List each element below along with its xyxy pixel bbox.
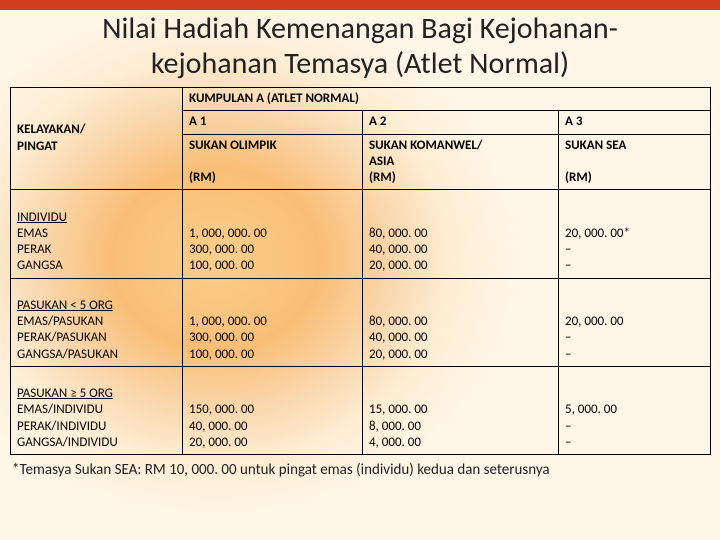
row2-a1: 150, 000. 00 40, 000. 00 20, 000. 00 (183, 366, 363, 454)
row1-a1-0: 1, 000, 000. 00 (189, 314, 267, 329)
header-a2-code: A 2 (363, 111, 559, 134)
row2-a3: 5, 000. 00 – – (559, 366, 711, 454)
table-row: INDIVIDU EMAS PERAK GANGSA 1, 000, 000. … (11, 190, 711, 278)
row0-a2-1: 40, 000. 00 (369, 242, 428, 257)
a3-rm: (RM) (565, 170, 592, 185)
row1-a1: 1, 000, 000. 00 300, 000. 00 100, 000. 0… (183, 278, 363, 366)
a1-rm: (RM) (189, 170, 216, 185)
row1-a1-1: 300, 000. 00 (189, 330, 254, 345)
row2-label-u: PASUKAN ≥ 5 ORG (17, 386, 113, 401)
row2-a2-0: 15, 000. 00 (369, 402, 428, 417)
row0-a2: 80, 000. 00 40, 000. 00 20, 000. 00 (363, 190, 559, 278)
a3-event-text: SUKAN SEA (565, 138, 626, 153)
header-a3-event: SUKAN SEA (RM) (559, 134, 711, 190)
header-kelayakan: KELAYAKAN/ PINGAT (11, 88, 183, 190)
row1-a3: 20, 000. 00 – – (559, 278, 711, 366)
row0-a3-0: 20, 000. 00* (565, 226, 630, 241)
row2-a3-0: 5, 000. 00 (565, 402, 617, 417)
row2-a3-2: – (565, 435, 571, 450)
row2-a1-1: 40, 000. 00 (189, 419, 248, 434)
a2-rm: (RM) (369, 170, 396, 185)
row0-a3: 20, 000. 00* – – (559, 190, 711, 278)
row2-a2-2: 4, 000. 00 (369, 435, 421, 450)
row2-a2: 15, 000. 00 8, 000. 00 4, 000. 00 (363, 366, 559, 454)
row1-l1: PERAK/PASUKAN (17, 330, 107, 345)
row0-label-u: INDIVIDU (17, 210, 67, 225)
top-red-bar (0, 0, 720, 10)
prize-table: KELAYAKAN/ PINGAT KUMPULAN A (ATLET NORM… (10, 87, 711, 455)
row1-a3-1: – (565, 330, 571, 345)
row2-a1-0: 150, 000. 00 (189, 402, 254, 417)
row1-label: PASUKAN < 5 ORG EMAS/PASUKAN PERAK/PASUK… (11, 278, 183, 366)
row0-a2-0: 80, 000. 00 (369, 226, 428, 241)
header-a1-code: A 1 (183, 111, 363, 134)
row2-l2: GANGSA/INDIVIDU (17, 435, 118, 450)
row0-l1: PERAK (17, 242, 51, 257)
row0-l2: GANGSA (17, 258, 63, 273)
row1-l0: EMAS/PASUKAN (17, 314, 103, 329)
row1-a3-2: – (565, 347, 571, 362)
slide-body: Nilai Hadiah Kemenangan Bagi Kejohanan- … (0, 12, 720, 479)
row1-a2-0: 80, 000. 00 (369, 314, 428, 329)
row0-a1-1: 300, 000. 00 (189, 242, 254, 257)
row2-label: PASUKAN ≥ 5 ORG EMAS/INDIVIDU PERAK/INDI… (11, 366, 183, 454)
row0-a1: 1, 000, 000. 00 300, 000. 00 100, 000. 0… (183, 190, 363, 278)
row1-label-u: PASUKAN < 5 ORG (17, 298, 113, 313)
row0-label: INDIVIDU EMAS PERAK GANGSA (11, 190, 183, 278)
slide-title: Nilai Hadiah Kemenangan Bagi Kejohanan- … (10, 12, 710, 81)
a2-event-text: SUKAN KOMANWEL/ ASIA (369, 138, 482, 169)
row0-a3-2: – (565, 258, 571, 273)
row0-a2-2: 20, 000. 00 (369, 258, 428, 273)
row1-a1-2: 100, 000. 00 (189, 347, 254, 362)
footnote: *Temasya Sukan SEA: RM 10, 000. 00 untuk… (12, 461, 700, 479)
table-row: PASUKAN < 5 ORG EMAS/PASUKAN PERAK/PASUK… (11, 278, 711, 366)
header-a2-event: SUKAN KOMANWEL/ ASIA (RM) (363, 134, 559, 190)
row1-a2-2: 20, 000. 00 (369, 347, 428, 362)
row0-l0: EMAS (17, 226, 48, 241)
row0-a3-1: – (565, 242, 571, 257)
row1-a2: 80, 000. 00 40, 000. 00 20, 000. 00 (363, 278, 559, 366)
row2-a2-1: 8, 000. 00 (369, 419, 421, 434)
row2-l1: PERAK/INDIVIDU (17, 419, 106, 434)
row2-l0: EMAS/INDIVIDU (17, 402, 103, 417)
header-a3-code: A 3 (559, 111, 711, 134)
header-group: KUMPULAN A (ATLET NORMAL) (183, 88, 711, 111)
table-row: PASUKAN ≥ 5 ORG EMAS/INDIVIDU PERAK/INDI… (11, 366, 711, 454)
row0-a1-0: 1, 000, 000. 00 (189, 226, 267, 241)
row2-a1-2: 20, 000. 00 (189, 435, 248, 450)
header-a1-event: SUKAN OLIMPIK (RM) (183, 134, 363, 190)
row0-a1-2: 100, 000. 00 (189, 258, 254, 273)
row2-a3-1: – (565, 419, 571, 434)
row1-a2-1: 40, 000. 00 (369, 330, 428, 345)
a1-event-text: SUKAN OLIMPIK (189, 138, 277, 153)
row1-a3-0: 20, 000. 00 (565, 314, 624, 329)
row1-l2: GANGSA/PASUKAN (17, 347, 118, 362)
